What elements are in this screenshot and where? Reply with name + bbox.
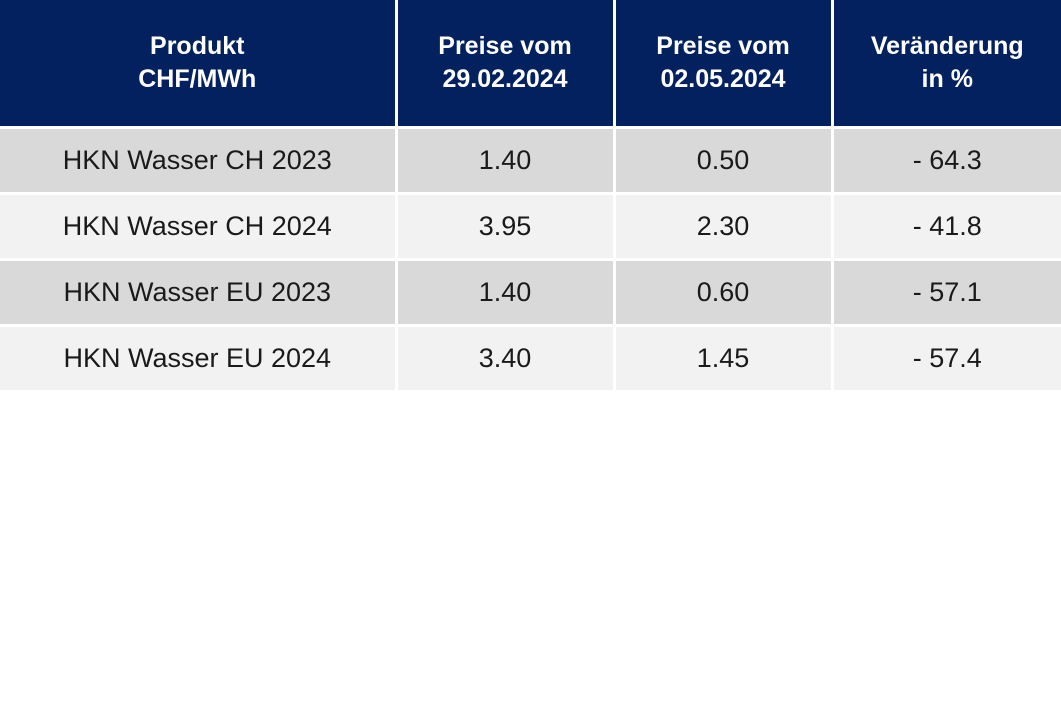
table-row: HKN Wasser EU 2024 3.40 1.45 - 57.4 xyxy=(0,324,1061,390)
cell-product: HKN Wasser EU 2024 xyxy=(0,324,396,390)
cell-change: - 64.3 xyxy=(830,126,1061,194)
table-row: HKN Wasser CH 2023 1.40 0.50 - 64.3 xyxy=(0,126,1061,194)
cell-price-0229: 1.40 xyxy=(394,258,614,326)
cell-product: HKN Wasser EU 2023 xyxy=(0,258,396,326)
header-row: Produkt CHF/MWh Preise vom 29.02.2024 Pr… xyxy=(0,0,1061,128)
cell-price-0229: 3.40 xyxy=(394,324,614,390)
header-product: Produkt CHF/MWh xyxy=(0,0,396,128)
header-price-0229-line2: 29.02.2024 xyxy=(442,65,568,93)
cell-price-0502: 2.30 xyxy=(612,192,832,260)
price-table: Produkt CHF/MWh Preise vom 29.02.2024 Pr… xyxy=(0,0,1061,390)
cell-change: - 57.1 xyxy=(830,258,1061,326)
header-change-line1: Veränderung xyxy=(870,32,1024,60)
cell-product: HKN Wasser CH 2023 xyxy=(0,126,396,194)
header-change-line2: in % xyxy=(921,65,973,93)
table-row: HKN Wasser CH 2024 3.95 2.30 - 41.8 xyxy=(0,192,1061,260)
cell-price-0229: 1.40 xyxy=(394,126,614,194)
header-product-line2: CHF/MWh xyxy=(138,65,257,93)
cell-price-0229: 3.95 xyxy=(394,192,614,260)
header-price-0502: Preise vom 02.05.2024 xyxy=(612,0,832,128)
header-price-0229: Preise vom 29.02.2024 xyxy=(394,0,614,128)
cell-price-0502: 0.50 xyxy=(612,126,832,194)
cell-change: - 41.8 xyxy=(830,192,1061,260)
table-row: HKN Wasser EU 2023 1.40 0.60 - 57.1 xyxy=(0,258,1061,326)
header-price-0502-line1: Preise vom xyxy=(656,32,790,60)
cell-price-0502: 1.45 xyxy=(612,324,832,390)
header-product-line1: Produkt xyxy=(150,32,245,60)
header-price-0502-line2: 02.05.2024 xyxy=(660,65,786,93)
header-price-0229-line1: Preise vom xyxy=(438,32,572,60)
cell-change: - 57.4 xyxy=(830,324,1061,390)
header-change: Veränderung in % xyxy=(830,0,1061,128)
cell-product: HKN Wasser CH 2024 xyxy=(0,192,396,260)
cell-price-0502: 0.60 xyxy=(612,258,832,326)
